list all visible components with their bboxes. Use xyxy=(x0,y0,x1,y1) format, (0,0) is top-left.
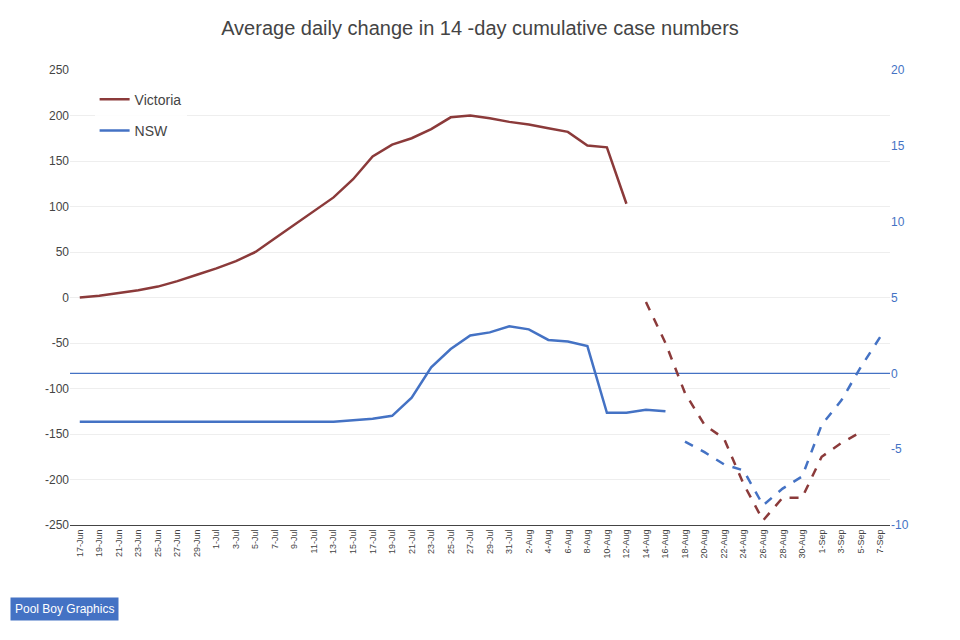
svg-text:15-Jul: 15-Jul xyxy=(348,530,358,555)
svg-text:250: 250 xyxy=(49,63,69,77)
svg-text:29-Jun: 29-Jun xyxy=(192,530,202,558)
svg-text:31-Jul: 31-Jul xyxy=(504,530,514,555)
svg-text:-5: -5 xyxy=(891,442,902,456)
svg-text:7-Sep: 7-Sep xyxy=(875,530,885,554)
svg-text:1-Sep: 1-Sep xyxy=(817,530,827,554)
svg-text:20: 20 xyxy=(891,63,905,77)
svg-text:21-Jul: 21-Jul xyxy=(407,530,417,555)
svg-text:25-Jun: 25-Jun xyxy=(153,530,163,558)
svg-text:Pool Boy Graphics: Pool Boy Graphics xyxy=(15,602,114,616)
svg-text:13-Jul: 13-Jul xyxy=(328,530,338,555)
svg-text:27-Jun: 27-Jun xyxy=(172,530,182,558)
svg-text:6-Aug: 6-Aug xyxy=(563,530,573,554)
svg-text:11-Jul: 11-Jul xyxy=(309,530,319,554)
svg-text:10-Aug: 10-Aug xyxy=(602,530,612,559)
svg-text:0: 0 xyxy=(62,291,69,305)
svg-text:5-Sep: 5-Sep xyxy=(856,530,866,554)
svg-text:19-Jun: 19-Jun xyxy=(94,530,104,558)
svg-text:17-Jul: 17-Jul xyxy=(368,530,378,555)
svg-text:-10: -10 xyxy=(891,518,909,532)
svg-text:20-Aug: 20-Aug xyxy=(699,530,709,559)
svg-text:-100: -100 xyxy=(45,382,69,396)
svg-text:4-Aug: 4-Aug xyxy=(543,530,553,554)
svg-text:-200: -200 xyxy=(45,473,69,487)
svg-text:NSW: NSW xyxy=(135,123,168,139)
svg-text:2-Aug: 2-Aug xyxy=(524,530,534,554)
svg-text:23-Jul: 23-Jul xyxy=(426,530,436,555)
svg-text:-50: -50 xyxy=(52,336,70,350)
svg-text:5-Jul: 5-Jul xyxy=(250,530,260,550)
svg-text:12-Aug: 12-Aug xyxy=(621,530,631,559)
svg-text:Average daily change in 14 -da: Average daily change in 14 -day cumulati… xyxy=(221,17,739,39)
svg-text:18-Aug: 18-Aug xyxy=(680,530,690,559)
svg-text:100: 100 xyxy=(49,200,69,214)
svg-text:7-Jul: 7-Jul xyxy=(270,530,280,550)
svg-text:30-Aug: 30-Aug xyxy=(797,530,807,559)
svg-text:26-Aug: 26-Aug xyxy=(758,530,768,559)
svg-text:-250: -250 xyxy=(45,518,69,532)
svg-text:9-Jul: 9-Jul xyxy=(289,530,299,550)
svg-text:-150: -150 xyxy=(45,427,69,441)
svg-text:15: 15 xyxy=(891,139,905,153)
svg-text:0: 0 xyxy=(891,367,898,381)
svg-text:22-Aug: 22-Aug xyxy=(719,530,729,559)
svg-text:16-Aug: 16-Aug xyxy=(660,530,670,559)
svg-text:Victoria: Victoria xyxy=(135,92,182,108)
svg-text:21-Jun: 21-Jun xyxy=(114,530,124,558)
svg-text:5: 5 xyxy=(891,291,898,305)
svg-text:200: 200 xyxy=(49,109,69,123)
svg-text:23-Jun: 23-Jun xyxy=(133,530,143,558)
svg-text:14-Aug: 14-Aug xyxy=(641,530,651,559)
svg-text:8-Aug: 8-Aug xyxy=(582,530,592,554)
svg-text:17-Jun: 17-Jun xyxy=(75,530,85,558)
svg-text:28-Aug: 28-Aug xyxy=(778,530,788,559)
svg-text:27-Jul: 27-Jul xyxy=(465,530,475,555)
svg-text:1-Jul: 1-Jul xyxy=(211,530,221,550)
svg-text:50: 50 xyxy=(56,245,70,259)
svg-text:25-Jul: 25-Jul xyxy=(446,530,456,555)
svg-text:10: 10 xyxy=(891,215,905,229)
svg-text:3-Jul: 3-Jul xyxy=(231,530,241,550)
svg-text:19-Jul: 19-Jul xyxy=(387,530,397,555)
svg-text:150: 150 xyxy=(49,154,69,168)
svg-text:3-Sep: 3-Sep xyxy=(836,530,846,554)
svg-text:24-Aug: 24-Aug xyxy=(738,530,748,559)
svg-text:29-Jul: 29-Jul xyxy=(485,530,495,555)
